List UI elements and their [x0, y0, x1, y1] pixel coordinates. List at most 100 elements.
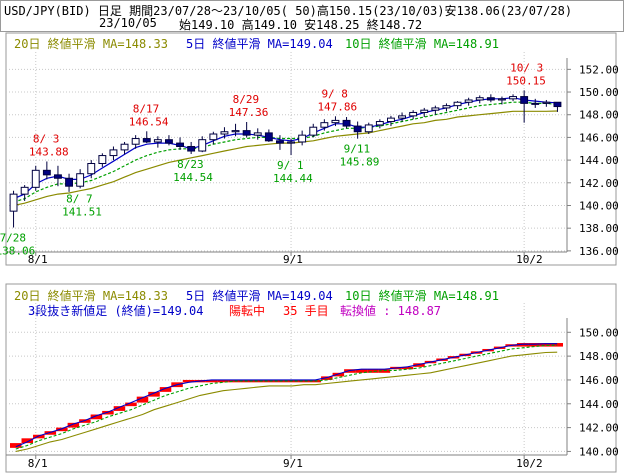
- upper-y-tick-label: 136.00: [579, 245, 619, 258]
- new-price-brick: [113, 406, 126, 411]
- candle-body-up: [131, 138, 140, 145]
- new-price-brick: [67, 422, 80, 428]
- annotation-low-price: 145.89: [340, 156, 380, 169]
- upper-legend-ma10: 10日 終値平滑 MA=148.91: [345, 36, 499, 51]
- lower-ma20-line: [15, 351, 558, 452]
- annotation-high-price: 147.36: [229, 106, 269, 119]
- new-price-brick: [355, 369, 368, 373]
- new-price-brick: [102, 410, 114, 415]
- annotation-low-price: 144.44: [273, 172, 313, 185]
- candle-body-up: [331, 119, 340, 124]
- candle-body-up: [475, 97, 484, 101]
- new-price-brick: [56, 427, 68, 432]
- candle-body-up: [287, 141, 295, 144]
- upper-y-tick-label: 140.00: [579, 199, 619, 212]
- candle-body-up: [431, 107, 440, 111]
- new-price-brick: [344, 369, 356, 373]
- candle-body-up: [198, 139, 207, 152]
- candlesticks: [9, 90, 562, 228]
- upper-y-tick-label: 152.00: [579, 63, 619, 76]
- candle-body-down: [486, 97, 495, 101]
- candle-body-up: [120, 143, 129, 151]
- upper-y-tick-label: 146.00: [579, 131, 619, 144]
- lower-x-ticks: 8/1 9/1 10/2: [28, 455, 543, 470]
- new-price-brick: [205, 379, 218, 383]
- candle-body-up: [531, 102, 540, 105]
- upper-y-ticks: 136.00 138.00 140.00 142.00 144.00 146.00 148.…: [567, 63, 619, 258]
- annotation-low-price: 141.51: [62, 205, 102, 218]
- new-price-brick: [321, 376, 333, 380]
- annotation-low-date: 9/ 1: [277, 159, 304, 172]
- annotation-high-date: 8/ 3: [33, 132, 60, 145]
- candle-body-up: [31, 169, 40, 188]
- annotation-low-date: 9/11: [344, 143, 371, 156]
- new-price-brick: [159, 387, 172, 392]
- candle-body-down: [142, 138, 151, 143]
- new-price-brick: [21, 438, 34, 444]
- lower-y-tick-label: 146.00: [579, 374, 619, 387]
- candle-body-up: [320, 122, 329, 128]
- candle-body-up: [76, 173, 85, 187]
- lower-y-ticks: 140.00 142.00 144.00 146.00 148.00 150.00: [567, 326, 619, 458]
- candle-body-up: [498, 98, 506, 101]
- lower-legend-ma5: 5日 終値平滑 MA=149.04: [186, 288, 333, 303]
- candle-body-up: [420, 109, 429, 113]
- candle-body-up: [364, 124, 373, 133]
- new-price-brick: [90, 414, 103, 420]
- annotation-high-date: 8/29: [233, 93, 260, 106]
- annotation-low-date: 8/ 7: [66, 192, 93, 205]
- lower-y-tick-label: 144.00: [579, 398, 619, 411]
- candle-body-up: [231, 130, 240, 133]
- annotation-low-date: 7/28: [0, 231, 26, 244]
- upper-grid: [6, 52, 567, 252]
- lower-x-tick-label: 9/1: [283, 457, 303, 470]
- candle-body-up: [542, 101, 551, 104]
- new-price-brick: [298, 379, 310, 383]
- new-price-brick: [528, 343, 540, 347]
- candle-body-down: [176, 142, 184, 147]
- new-price-brick: [251, 379, 264, 383]
- lower-ma10-line: [15, 344, 558, 450]
- lower-y-tick-label: 150.00: [579, 326, 619, 339]
- new-price-title: 3段抜き新値足 (終値)=149.04: [28, 303, 203, 318]
- new-price-brick: [263, 379, 275, 383]
- lower-moving-averages: [15, 343, 558, 452]
- candle-body-down: [187, 145, 196, 152]
- header-ohlc: 始149.10 高149.10 安148.25 終148.72: [179, 18, 423, 32]
- upper-y-tick-label: 150.00: [579, 86, 619, 99]
- chart-header: USD/JPY(BID) 日足 期間23/07/28～23/10/05( 50)…: [0, 0, 624, 32]
- new-price-brick: [332, 372, 345, 377]
- lower-x-tick-label: 8/1: [28, 457, 48, 470]
- lower-legend-ma10: 10日 終値平滑 MA=148.91: [345, 288, 499, 303]
- lower-y-tick-label: 148.00: [579, 350, 619, 363]
- new-price-brick: [539, 343, 552, 347]
- candle-body-down: [242, 130, 251, 136]
- new-price-brick: [367, 369, 379, 373]
- new-price-brick: [136, 396, 149, 403]
- new-price-brick: [182, 379, 195, 383]
- upper-y-tick-label: 144.00: [579, 154, 619, 167]
- upper-legend-ma20: 20日 終値平滑 MA=148.33: [14, 36, 168, 51]
- candle-body-up: [398, 115, 406, 119]
- annotation-high-date: 10/ 3: [510, 61, 543, 74]
- lower-y-tick-label: 140.00: [579, 445, 619, 458]
- new-price-brick: [378, 369, 391, 373]
- new-price-brick: [551, 343, 563, 347]
- header-title: USD/JPY(BID) 日足 期間23/07/28～23/10/05( 50)…: [4, 4, 573, 18]
- lower-x-tick-label: 10/2: [516, 457, 543, 470]
- candle-body-up: [309, 126, 318, 136]
- candle-body-down: [165, 139, 173, 144]
- new-price-brick: [401, 366, 414, 370]
- upper-legend-ma5: 5日 終値平滑 MA=149.04: [186, 36, 333, 51]
- annotation-high-date: 9/ 8: [321, 87, 348, 100]
- candle-body-up: [253, 132, 262, 136]
- candle-body-up: [453, 101, 462, 107]
- header-date: 23/10/05: [99, 16, 157, 30]
- candle-body-up: [387, 117, 395, 123]
- candle-body-down: [42, 169, 51, 176]
- new-price-brick: [516, 343, 529, 347]
- candle-body-down: [553, 101, 562, 108]
- candle-body-up: [509, 96, 517, 100]
